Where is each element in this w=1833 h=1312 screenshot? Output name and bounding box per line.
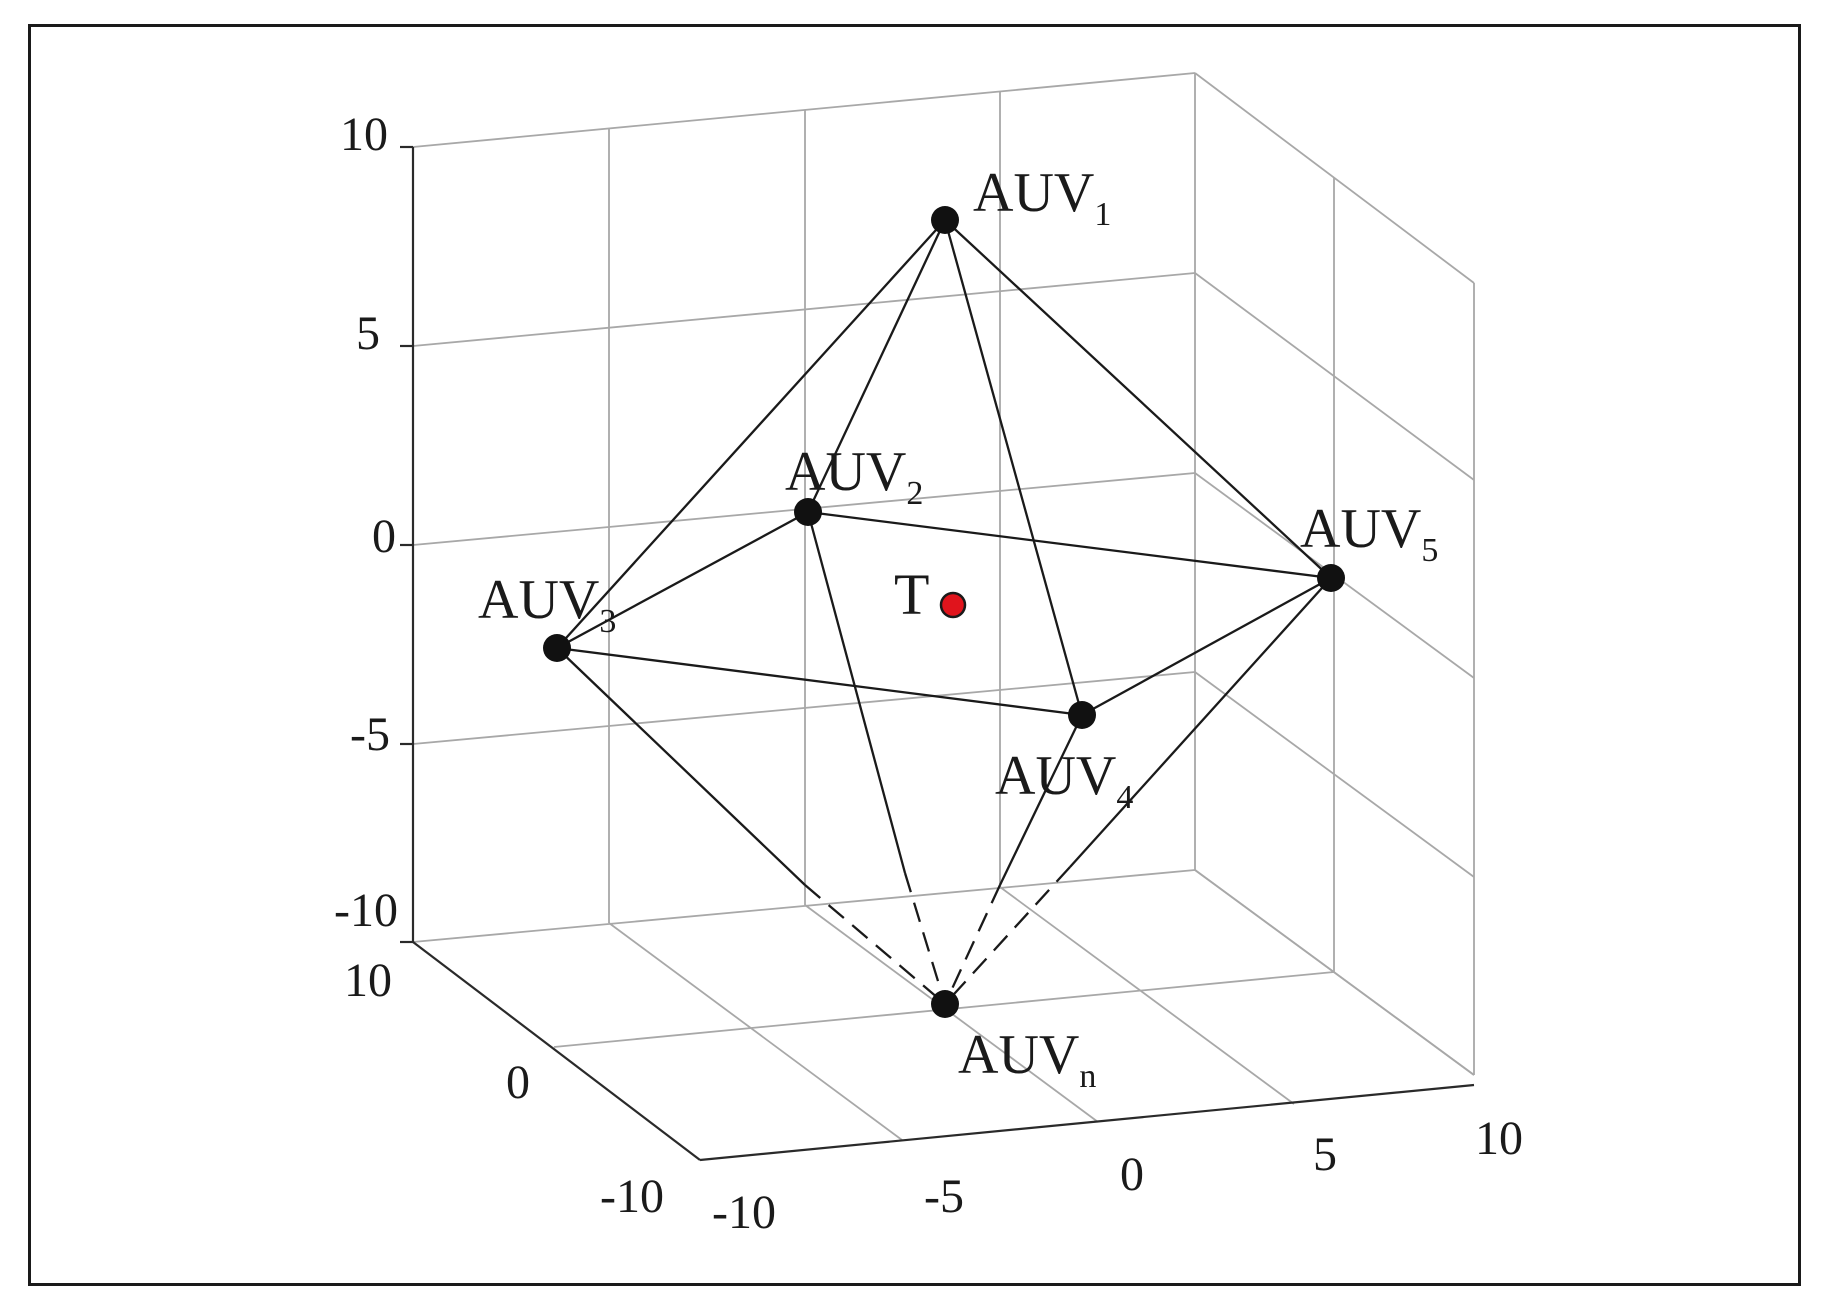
edge-auv2-auvn-solid [806, 511, 907, 874]
y-tick: -10 [600, 1170, 664, 1223]
z-tick: -10 [334, 884, 398, 937]
node-auv4 [1068, 701, 1096, 729]
edge-auv4-auvn-dashed [943, 884, 1002, 1005]
edge-auv4-auv5 [1081, 576, 1332, 717]
node-auv5 [1317, 564, 1345, 592]
node-label-auv3: AUV3 [478, 569, 616, 640]
z-axis-ticks: 10 5 0 -5 -10 [334, 108, 398, 937]
node-label-sub: 4 [1116, 779, 1133, 816]
axes [400, 145, 1475, 1162]
z-tick: 0 [372, 510, 396, 563]
edge-auv1-auv4 [943, 219, 1084, 716]
edge-auv3-auvn-dashed [804, 884, 946, 1005]
node-label-base: AUV [785, 441, 906, 503]
node-label-base: AUV [958, 1024, 1079, 1086]
y-tick: 10 [344, 954, 392, 1007]
node-label-base: AUV [478, 569, 599, 631]
target-dot [939, 591, 967, 619]
edge-auv1-auv2 [806, 219, 947, 513]
node-label-base: AUV [973, 162, 1094, 224]
edge-auv4-auvn-solid [998, 714, 1084, 886]
node-label-sub: n [1079, 1058, 1096, 1095]
x-tick: -10 [712, 1186, 776, 1239]
node-auv3 [543, 634, 571, 662]
y-tick: 0 [506, 1056, 530, 1109]
figure-frame [28, 24, 1801, 1286]
z-tick: 10 [340, 108, 388, 161]
node-label-auv2: AUV2 [785, 441, 923, 512]
node-label-auv5: AUV5 [1300, 498, 1438, 569]
node-label-auv4: AUV4 [995, 745, 1133, 816]
z-tick: 5 [356, 307, 380, 360]
edge-auv2-auv3 [556, 510, 809, 650]
edge-auv2-auvn-dashed [903, 872, 947, 1005]
y-axis-ticks: 10 0 -10 [344, 954, 664, 1223]
x-tick: 0 [1120, 1148, 1144, 1201]
node-auv1 [931, 206, 959, 234]
target-label: T [894, 562, 929, 627]
edge-auv5-auvn-solid [1069, 577, 1332, 868]
edge-auv2-auv5 [807, 510, 1332, 580]
node-label-sub: 1 [1094, 196, 1111, 233]
node-label-base: AUV [1300, 498, 1421, 560]
edge-auv3-auv4 [556, 646, 1083, 717]
node-label-sub: 2 [906, 475, 923, 512]
x-tick: 5 [1313, 1128, 1337, 1181]
network-edges [556, 219, 1332, 1005]
edge-auv1-auv3 [556, 219, 946, 649]
x-tick: -5 [924, 1170, 964, 1223]
z-tick: -5 [350, 708, 390, 761]
node-label-auv1: AUV1 [973, 162, 1111, 233]
edge-auv3-auvn-solid [556, 647, 806, 886]
edge-auv1-auv5 [944, 219, 1332, 579]
node-auv2 [794, 498, 822, 526]
node-label-sub: 5 [1421, 532, 1438, 569]
node-label-sub: 3 [599, 603, 616, 640]
node-label-auvn: AUVn [958, 1024, 1096, 1095]
node-auvn [931, 990, 959, 1018]
x-tick: 10 [1475, 1112, 1523, 1165]
x-axis-ticks: -10 -5 0 5 10 [712, 1112, 1523, 1239]
target-marker: T [894, 562, 967, 627]
node-label-base: AUV [995, 745, 1116, 807]
